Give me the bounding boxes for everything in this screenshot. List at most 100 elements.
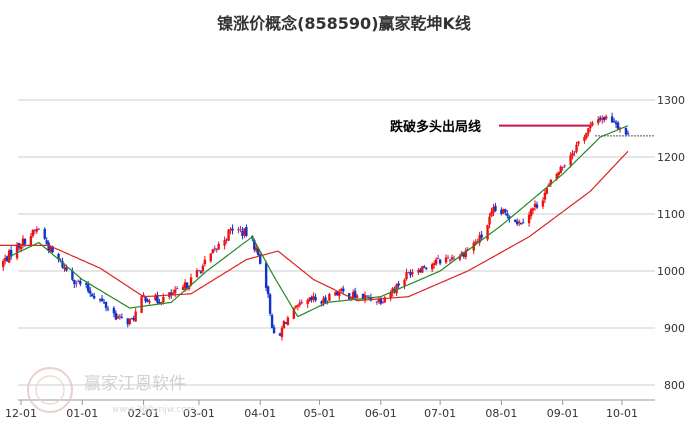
candle-body [217, 243, 220, 250]
candle-body [134, 311, 137, 322]
ma-short-line [8, 125, 629, 318]
candle-body [209, 253, 212, 262]
candle-body [425, 267, 428, 269]
candle-body [369, 297, 373, 301]
candle-body [533, 203, 537, 208]
candle-body [502, 209, 505, 214]
candle-body [140, 296, 143, 313]
candle-body [142, 294, 145, 297]
candle-body [353, 290, 357, 298]
candle-body [508, 216, 511, 220]
candle-body [87, 284, 90, 292]
candle-body [9, 249, 13, 257]
candle-body [604, 116, 608, 119]
candle-body [65, 267, 68, 271]
candle-body [555, 174, 558, 180]
candle-body [448, 259, 452, 261]
candle-body [298, 302, 301, 306]
candle-body [63, 266, 66, 270]
candle-body [411, 272, 414, 274]
candle-body [61, 261, 64, 268]
candle-body [37, 228, 40, 230]
grid-lines [18, 99, 655, 386]
candle-body [561, 166, 564, 168]
candle-body [421, 266, 424, 273]
candle-body [106, 308, 110, 310]
candle-body [156, 294, 159, 303]
candle-body [490, 211, 493, 217]
x-tick-label: 01-01 [66, 407, 98, 420]
candle-body [120, 317, 124, 319]
x-tick-label: 08-01 [485, 407, 517, 420]
candle-body [614, 122, 618, 125]
candle-body [527, 214, 531, 224]
candle-body [195, 270, 199, 278]
candle-body [541, 200, 545, 207]
candle-body [231, 228, 234, 231]
watermark-site: www.360ynjw.com [112, 405, 195, 415]
x-tick-label: 06-01 [365, 407, 397, 420]
candle-body [519, 223, 523, 225]
y-tick-label: 1100 [657, 208, 685, 221]
x-tick-label: 07-01 [424, 407, 456, 420]
candle-body [320, 301, 323, 304]
ma-long-line [0, 150, 629, 302]
candle-body [175, 288, 179, 290]
candle-body [43, 229, 46, 239]
candle-body [480, 234, 483, 238]
candle-body [383, 297, 386, 303]
candle-body [545, 187, 549, 194]
candle-body [75, 283, 78, 285]
candle-body [575, 144, 578, 152]
candle-body [434, 259, 438, 265]
candle-body [591, 122, 594, 126]
candle-body [132, 317, 135, 321]
candle-body [154, 295, 157, 301]
y-tick-label: 900 [664, 322, 685, 335]
candle-body [45, 240, 48, 244]
candle-body [446, 257, 450, 259]
candle-body [172, 293, 175, 295]
candle-body [543, 192, 547, 200]
candle-body [587, 128, 590, 134]
watermark: 赢家江恩软件 www.360ynjw.com [27, 367, 195, 415]
candle-body [549, 179, 553, 185]
candle-body [239, 229, 242, 231]
candle-body [197, 270, 201, 272]
candle-body [170, 292, 173, 295]
candle-body [583, 137, 586, 141]
x-tick-label: 12-01 [5, 407, 37, 420]
candle-body [403, 279, 406, 286]
candle-body [215, 249, 218, 251]
candle-body [450, 257, 454, 260]
candle-body [189, 277, 193, 286]
candle-body [243, 228, 246, 236]
candle-body [494, 205, 497, 211]
candle-body [29, 236, 33, 245]
candle-body [589, 125, 592, 129]
y-tick-label: 1200 [657, 151, 685, 164]
candle-body [516, 221, 519, 225]
candle-body [280, 328, 284, 338]
candle-body [259, 254, 262, 264]
candle-body [312, 295, 315, 300]
candle-body [557, 171, 560, 176]
candle-body [573, 151, 576, 153]
x-tick-label: 03-01 [183, 407, 215, 420]
y-tick-label: 800 [664, 379, 685, 392]
candle-body [432, 263, 436, 265]
candle-body [229, 229, 232, 231]
candle-body [47, 242, 50, 251]
x-tick-label: 04-01 [244, 407, 276, 420]
y-tick-label: 1300 [657, 94, 685, 107]
candle-body [3, 258, 7, 261]
candle-body [223, 240, 226, 246]
candle-body [102, 302, 106, 304]
candle-body [112, 307, 116, 314]
y-tick-label: 1000 [657, 265, 685, 278]
candle-body [79, 281, 82, 285]
candle-body [571, 153, 574, 156]
candle-body [559, 166, 562, 174]
candle-body [300, 302, 303, 304]
x-tick-label: 02-01 [128, 407, 160, 420]
